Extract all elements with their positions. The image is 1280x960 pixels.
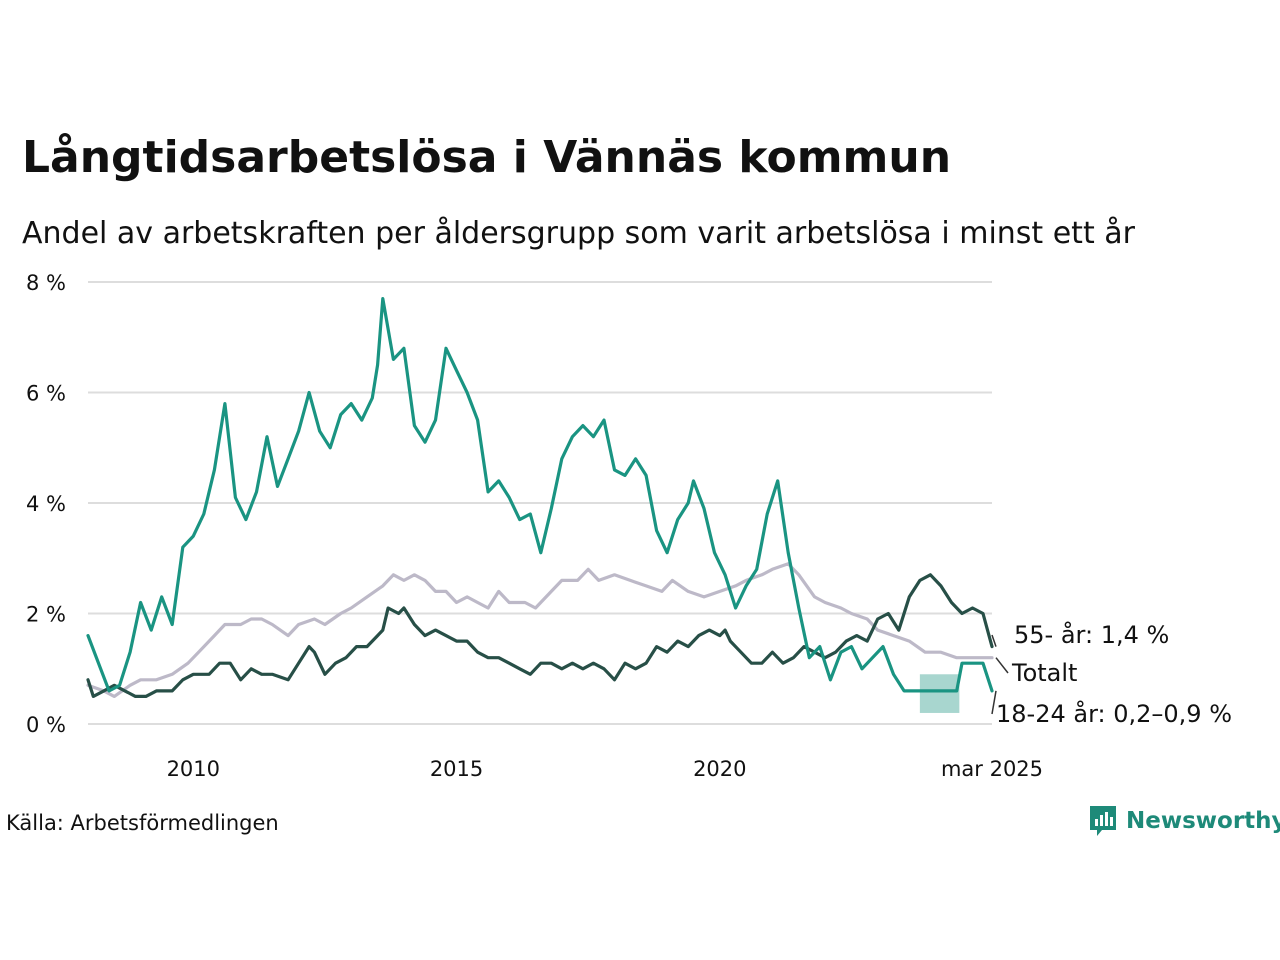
y-tick-label: 4 % bbox=[26, 492, 66, 516]
end-label-leader bbox=[991, 634, 997, 647]
x-tick-label: mar 2025 bbox=[941, 757, 1043, 781]
x-tick-label: 2015 bbox=[430, 757, 483, 781]
y-tick-label: 0 % bbox=[26, 713, 66, 737]
end-label: Totalt bbox=[1011, 659, 1077, 687]
x-tick-label: 2010 bbox=[167, 757, 220, 781]
x-tick-labels: 2010 2015 2020 mar 2025 bbox=[167, 757, 1043, 781]
series-ranges bbox=[919, 674, 960, 713]
series-line-55-r bbox=[86, 573, 994, 698]
x-tick-label: 2020 bbox=[693, 757, 746, 781]
brand-name: Newsworthy bbox=[1126, 808, 1280, 834]
end-labels: 55- år: 1,4 % Totalt 18-24 år: 0,2–0,9 % bbox=[991, 620, 1232, 728]
chart-subtitle: Andel av arbetskraften per åldersgrupp s… bbox=[22, 216, 1135, 251]
y-tick-label: 6 % bbox=[26, 382, 66, 406]
series-line-totalt bbox=[86, 562, 994, 698]
y-tick-label: 8 % bbox=[26, 271, 66, 295]
y-grid bbox=[88, 281, 992, 725]
range-band bbox=[919, 674, 960, 713]
end-label-leader bbox=[995, 657, 1009, 674]
end-label-leader bbox=[991, 690, 997, 715]
newsworthy-icon bbox=[1090, 806, 1116, 836]
brand-logo[interactable]: Newsworthy bbox=[1088, 804, 1280, 838]
source-note: Källa: Arbetsförmedlingen bbox=[6, 811, 279, 835]
y-tick-label: 2 % bbox=[26, 603, 66, 627]
chart-title: Långtidsarbetslösa i Vännäs kommun bbox=[22, 132, 952, 183]
end-label: 55- år: 1,4 % bbox=[1014, 620, 1169, 649]
end-label: 18-24 år: 0,2–0,9 % bbox=[996, 699, 1232, 728]
series-lines bbox=[86, 297, 994, 698]
y-tick-labels: 0 % 2 % 4 % 6 % 8 % bbox=[26, 271, 66, 737]
series-line-18-24-r bbox=[86, 297, 994, 693]
